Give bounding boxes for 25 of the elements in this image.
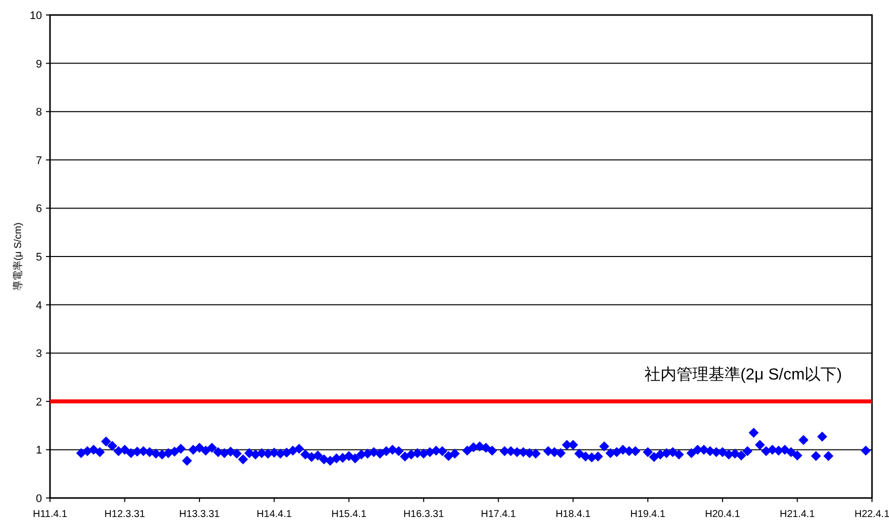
- x-tick-label: H17.4.1: [480, 509, 516, 520]
- x-tick-label: H12.3.31: [104, 509, 146, 520]
- x-tick-label: H15.4.1: [331, 509, 367, 520]
- x-tick-label: H18.4.1: [556, 509, 592, 520]
- y-tick-label: 3: [36, 348, 42, 360]
- x-tick-label: H14.4.1: [256, 509, 292, 520]
- y-tick-label: 7: [36, 154, 42, 167]
- y-tick-label: 2: [36, 396, 42, 408]
- y-tick-label: 4: [36, 300, 42, 312]
- x-tick-label: H21.4.1: [780, 509, 816, 520]
- y-tick-label: 5: [36, 252, 42, 264]
- y-axis-title: 導電率(μ S/cm): [12, 222, 24, 290]
- y-tick-label: 10: [30, 10, 42, 22]
- x-tick-label: H22.4.1: [854, 509, 889, 520]
- x-tick-label: H16.3.31: [403, 509, 444, 520]
- y-tick-label: 0: [36, 493, 42, 505]
- x-tick-label: H19.4.1: [630, 509, 666, 520]
- y-tick-label: 8: [36, 106, 42, 119]
- y-tick-label: 6: [36, 203, 42, 216]
- x-tick-label: H11.4.1: [32, 509, 68, 520]
- x-tick-label: H20.4.1: [705, 509, 740, 520]
- y-tick-label: 1: [36, 444, 42, 457]
- x-tick-label: H13.3.31: [179, 509, 220, 520]
- ref-line-label: 社内管理基準(2μ S/cm以下): [644, 365, 842, 384]
- y-tick-label: 9: [36, 58, 42, 70]
